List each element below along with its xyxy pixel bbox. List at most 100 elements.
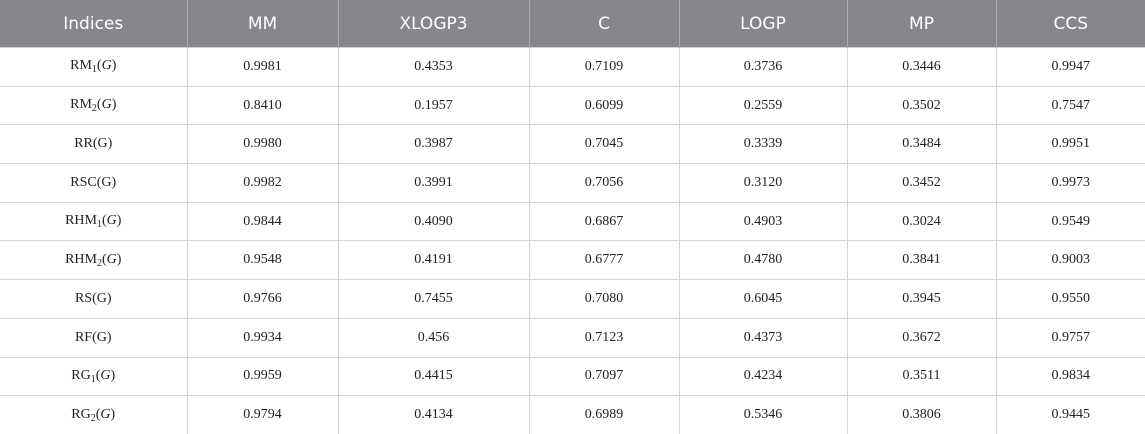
header-cell: C [529, 0, 680, 48]
value-cell: 0.5346 [678, 395, 848, 434]
value-cell: 0.3452 [846, 163, 997, 203]
value-cell: 0.9550 [995, 279, 1145, 319]
value-cell: 0.3339 [678, 124, 848, 165]
value-cell: 0.9834 [995, 356, 1145, 397]
table-row: RHM2(G) 0.9548 0.4191 0.6777 0.4780 0.3841 0.9… [0, 240, 1145, 281]
value-cell: 0.3484 [846, 124, 997, 165]
value-cell: 0.4353 [337, 47, 530, 87]
value-cell: 0.9766 [186, 279, 339, 319]
label-part: 2 [96, 257, 102, 269]
value-cell: 0.8410 [186, 85, 339, 126]
table-row: RG2(G) 0.9794 0.4134 0.6989 0.5346 0.3806 0.94… [0, 395, 1145, 434]
label-part: RS(G) [74, 290, 112, 306]
value-cell: 0.6989 [528, 395, 680, 434]
header-cell: MM [187, 0, 339, 48]
table-row: RF(G) 0.9934 0.456 0.7123 0.4373 0.3672 0.9757 [0, 317, 1145, 358]
label-part: ) [110, 406, 116, 422]
label-part: ) [110, 367, 116, 383]
value-cell: 0.3806 [846, 395, 997, 434]
label-part: ( [95, 406, 101, 422]
index-cell: RHM2(G) [0, 240, 188, 281]
table-row: RM1(G) 0.9981 0.4353 0.7109 0.3736 0.3446 0.99… [0, 47, 1145, 87]
value-cell: 0.9003 [995, 240, 1145, 281]
value-cell: 0.9982 [186, 163, 339, 203]
label-part: RR(G) [74, 136, 113, 152]
value-cell: 0.9934 [186, 317, 339, 358]
value-cell: 0.9757 [995, 317, 1145, 358]
label-part: 1 [96, 219, 102, 231]
value-cell: 0.7455 [337, 279, 530, 319]
header-row: Indices MM XLOGP3 C LOGP MP CCS [0, 0, 1145, 48]
value-cell: 0.9951 [995, 124, 1145, 165]
label-part: G [106, 251, 117, 267]
index-cell: RM2(G) [0, 85, 188, 126]
table-row: RG1(G) 0.9959 0.4415 0.7097 0.4234 0.3511 0.98… [0, 356, 1145, 397]
value-cell: 0.4373 [678, 317, 848, 358]
header-cell: LOGP [679, 0, 848, 48]
value-cell: 0.3991 [337, 163, 530, 203]
value-cell: 0.9981 [186, 47, 339, 87]
value-cell: 0.6099 [528, 85, 680, 126]
label-part: 1 [91, 64, 97, 76]
label-part: ( [101, 251, 107, 267]
value-cell: 0.7097 [528, 356, 680, 397]
label-part: 1 [90, 373, 96, 385]
value-cell: 0.7547 [995, 85, 1145, 126]
table-row: RM2(G) 0.8410 0.1957 0.6099 0.2559 0.3502 0.75… [0, 85, 1145, 126]
header-cell: Indices [0, 0, 188, 48]
value-cell: 0.7123 [528, 317, 680, 358]
label-part: ( [95, 367, 101, 383]
label-part: 2 [90, 412, 96, 424]
table-row: RS(G) 0.9766 0.7455 0.7080 0.6045 0.3945 0.955… [0, 279, 1145, 319]
label-part: ) [111, 97, 117, 113]
table-row: RR(G) 0.9980 0.3987 0.7045 0.3339 0.3484 0.995… [0, 124, 1145, 165]
value-cell: 0.3120 [678, 163, 848, 203]
label-part: G [101, 97, 112, 113]
value-cell: 0.4415 [337, 356, 530, 397]
label-part: 2 [91, 103, 97, 115]
value-cell: 0.4780 [678, 240, 848, 281]
header-cell: CCS [996, 0, 1145, 48]
value-cell: 0.3841 [846, 240, 997, 281]
value-cell: 0.9445 [995, 395, 1145, 434]
value-cell: 0.7080 [528, 279, 680, 319]
header-cell: MP [847, 0, 997, 48]
index-cell: RG2(G) [0, 395, 188, 434]
value-cell: 0.9548 [186, 240, 339, 281]
value-cell: 0.3736 [678, 47, 848, 87]
label-part: ( [96, 58, 102, 74]
value-cell: 0.2559 [678, 85, 848, 126]
index-cell: RF(G) [0, 317, 188, 358]
table-row: RSC(G) 0.9982 0.3991 0.7056 0.3120 0.3452 0.99… [0, 163, 1145, 203]
value-cell: 0.9959 [186, 356, 339, 397]
value-cell: 0.3502 [846, 85, 997, 126]
value-cell: 0.3945 [846, 279, 997, 319]
label-part: RM [70, 97, 92, 113]
value-cell: 0.9980 [186, 124, 339, 165]
value-cell: 0.4234 [678, 356, 848, 397]
value-cell: 0.9844 [186, 201, 339, 242]
value-cell: 0.7045 [528, 124, 680, 165]
label-part: G [106, 213, 117, 229]
label-part: ) [116, 251, 122, 267]
value-cell: 0.9549 [995, 201, 1145, 242]
label-part: RM [70, 58, 92, 74]
label-part: G [101, 58, 112, 74]
label-part: RF(G) [74, 329, 112, 345]
value-cell: 0.3672 [846, 317, 997, 358]
index-cell: RG1(G) [0, 356, 188, 397]
value-cell: 0.3446 [846, 47, 997, 87]
label-part: ) [111, 58, 117, 74]
value-cell: 0.7109 [528, 47, 680, 87]
value-cell: 0.7056 [528, 163, 680, 203]
label-part: RHM [65, 213, 97, 229]
index-cell: RS(G) [0, 279, 188, 319]
header-cell: XLOGP3 [338, 0, 530, 48]
value-cell: 0.3511 [846, 356, 997, 397]
label-part: RG [71, 367, 91, 383]
value-cell: 0.9973 [995, 163, 1145, 203]
index-cell: RSC(G) [0, 163, 188, 203]
label-part: RHM [65, 251, 97, 267]
value-cell: 0.1957 [337, 85, 530, 126]
